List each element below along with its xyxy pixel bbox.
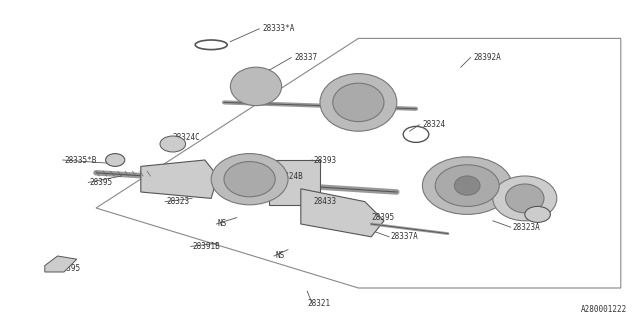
Text: 28393: 28393: [314, 156, 337, 164]
Text: 28323A: 28323A: [512, 223, 540, 232]
Bar: [269, 160, 320, 205]
Text: 28395: 28395: [506, 200, 529, 209]
Text: 28395: 28395: [90, 178, 113, 187]
Ellipse shape: [435, 165, 499, 206]
Text: 28337A: 28337A: [390, 232, 418, 241]
Ellipse shape: [106, 154, 125, 166]
Ellipse shape: [333, 83, 384, 122]
Text: 28335*B: 28335*B: [64, 156, 97, 164]
Ellipse shape: [454, 176, 480, 195]
Text: 28321: 28321: [307, 300, 330, 308]
Text: 28391B: 28391B: [192, 242, 220, 251]
Text: 28324B: 28324B: [275, 172, 303, 180]
Ellipse shape: [211, 154, 288, 205]
Ellipse shape: [160, 136, 186, 152]
Ellipse shape: [230, 67, 282, 106]
Text: NS: NS: [275, 252, 284, 260]
Ellipse shape: [493, 176, 557, 221]
Ellipse shape: [506, 184, 544, 213]
Text: 28323: 28323: [166, 197, 189, 206]
Ellipse shape: [320, 74, 397, 131]
Polygon shape: [301, 189, 384, 237]
Text: 28433: 28433: [314, 197, 337, 206]
Text: 28324: 28324: [422, 120, 445, 129]
Text: NS: NS: [218, 220, 227, 228]
Text: 28335*B: 28335*B: [352, 98, 385, 107]
Text: 28333*A: 28333*A: [262, 24, 295, 33]
Ellipse shape: [525, 206, 550, 222]
Polygon shape: [141, 160, 218, 198]
Ellipse shape: [422, 157, 512, 214]
Text: 28395: 28395: [58, 264, 81, 273]
Text: 28337: 28337: [294, 53, 317, 62]
Text: 28324A: 28324A: [486, 178, 514, 187]
Text: 28395: 28395: [371, 213, 394, 222]
Text: 28392A: 28392A: [474, 53, 501, 62]
Text: A280001222: A280001222: [581, 305, 627, 314]
Ellipse shape: [224, 162, 275, 197]
Text: 28324C: 28324C: [173, 133, 200, 142]
Polygon shape: [45, 256, 77, 272]
